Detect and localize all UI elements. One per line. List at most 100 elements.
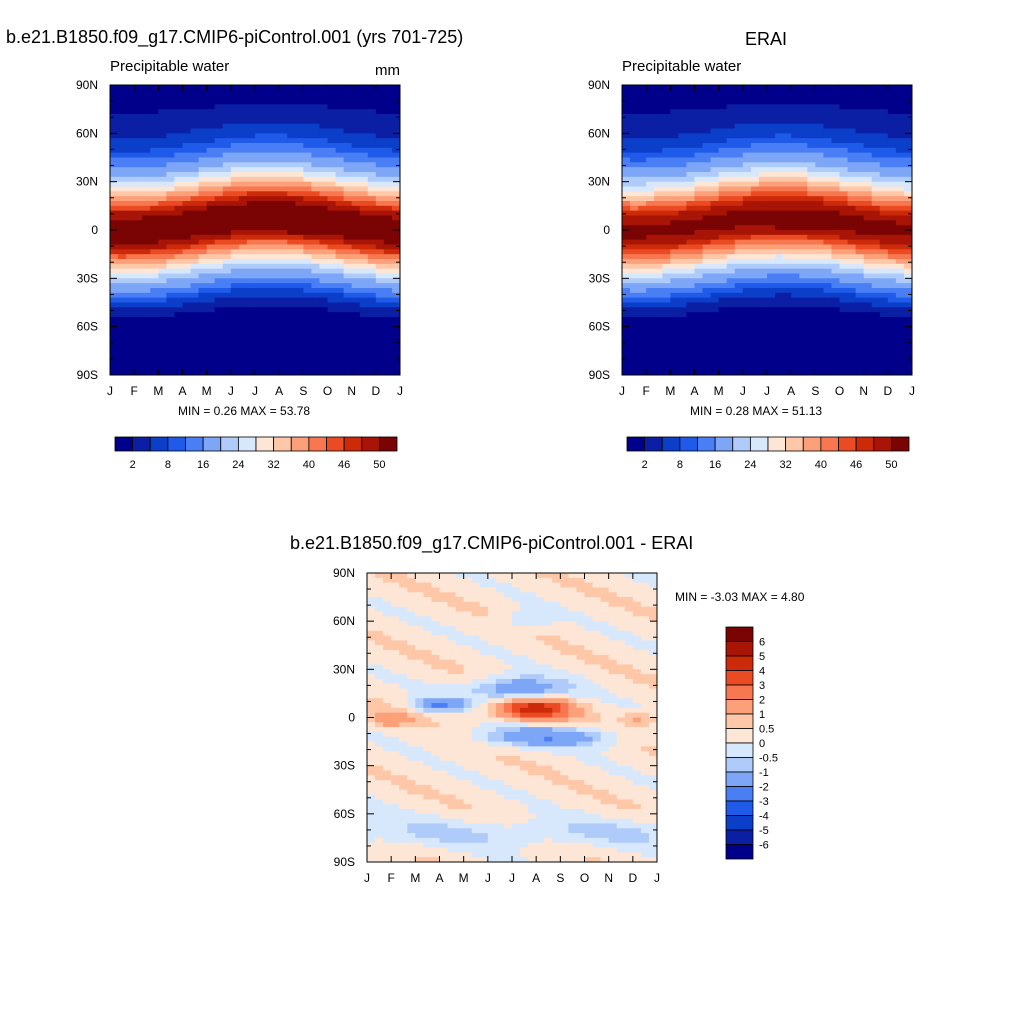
field-cell	[118, 317, 127, 323]
field-cell	[351, 123, 361, 130]
field-cell	[847, 317, 857, 323]
field-cell	[807, 186, 816, 192]
field-cell	[150, 133, 159, 139]
field-cell	[238, 215, 248, 221]
field-cell	[670, 133, 679, 139]
field-cell	[632, 625, 642, 632]
field-cell	[670, 128, 679, 134]
field-cell	[319, 346, 329, 352]
field-cell	[367, 360, 377, 366]
field-cell	[630, 360, 639, 366]
field-cell	[718, 147, 728, 154]
field-cell	[630, 172, 639, 178]
field-cell	[222, 239, 232, 246]
field-cell	[670, 157, 679, 163]
field-cell	[831, 201, 841, 207]
field-cell	[150, 176, 159, 183]
field-cell	[726, 89, 736, 96]
field-cell	[662, 143, 671, 149]
field-cell	[600, 621, 610, 627]
field-cell	[855, 89, 865, 96]
field-cell	[799, 172, 808, 178]
field-cell	[311, 172, 321, 178]
field-cell	[678, 283, 688, 289]
field-cell	[630, 186, 639, 192]
field-cell	[118, 128, 127, 134]
field-cell	[734, 259, 744, 265]
field-cell	[222, 109, 232, 115]
field-cell	[174, 312, 184, 318]
field-cell	[710, 254, 720, 260]
field-cell	[399, 621, 408, 627]
field-cell	[718, 152, 728, 159]
field-cell	[134, 85, 143, 91]
field-cell	[246, 181, 256, 188]
field-cell	[638, 307, 647, 313]
field-cell	[198, 114, 208, 120]
field-cell	[271, 143, 280, 149]
field-cell	[214, 244, 224, 250]
field-cell	[255, 225, 264, 231]
field-cell	[134, 230, 143, 236]
field-cell	[640, 650, 650, 656]
field-cell	[118, 85, 127, 91]
field-cell	[303, 114, 312, 120]
field-cell	[166, 109, 176, 115]
field-cell	[206, 278, 216, 284]
field-cell	[166, 283, 176, 289]
field-cell	[198, 176, 208, 183]
field-cell	[118, 152, 127, 159]
field-cell	[263, 302, 272, 308]
field-cell	[110, 244, 119, 250]
field-cell	[855, 205, 865, 212]
field-cell	[319, 186, 329, 192]
field-cell	[791, 292, 800, 299]
field-cell	[246, 147, 256, 154]
field-cell	[383, 259, 393, 265]
field-cell	[895, 239, 905, 246]
field-cell	[238, 302, 248, 308]
field-cell	[335, 288, 345, 294]
field-cell	[847, 239, 857, 246]
field-cell	[726, 143, 736, 149]
field-cell	[351, 89, 361, 96]
field-cell	[823, 297, 833, 304]
field-cell	[544, 635, 553, 642]
field-cell	[895, 138, 905, 144]
field-cell	[383, 205, 393, 212]
field-cell	[206, 336, 216, 342]
field-cell	[775, 355, 784, 362]
field-cell	[742, 94, 752, 101]
field-cell	[118, 167, 127, 173]
field-cell	[758, 326, 768, 333]
field-cell	[879, 292, 889, 299]
field-cell	[646, 268, 655, 275]
field-cell	[544, 597, 553, 603]
field-cell	[694, 133, 704, 139]
field-cell	[638, 167, 647, 173]
field-cell	[879, 181, 889, 188]
field-cell	[343, 99, 353, 105]
field-cell	[303, 370, 312, 375]
field-cell	[670, 181, 679, 188]
field-cell	[190, 297, 200, 304]
field-cell	[646, 341, 655, 347]
field-cell	[463, 606, 473, 613]
field-cell	[839, 321, 849, 328]
field-cell	[134, 239, 143, 246]
field-cell	[279, 176, 288, 183]
field-cell	[726, 268, 736, 275]
field-cell	[847, 196, 857, 202]
field-cell	[630, 370, 639, 375]
field-cell	[383, 244, 393, 250]
field-cell	[815, 326, 824, 333]
field-cell	[407, 630, 416, 637]
field-cell	[670, 205, 679, 212]
field-cell	[327, 273, 337, 279]
field-cell	[118, 225, 127, 231]
field-cell	[895, 94, 905, 101]
field-cell	[174, 118, 184, 125]
field-cell	[166, 191, 176, 197]
field-cell	[742, 278, 752, 284]
field-cell	[150, 283, 159, 289]
